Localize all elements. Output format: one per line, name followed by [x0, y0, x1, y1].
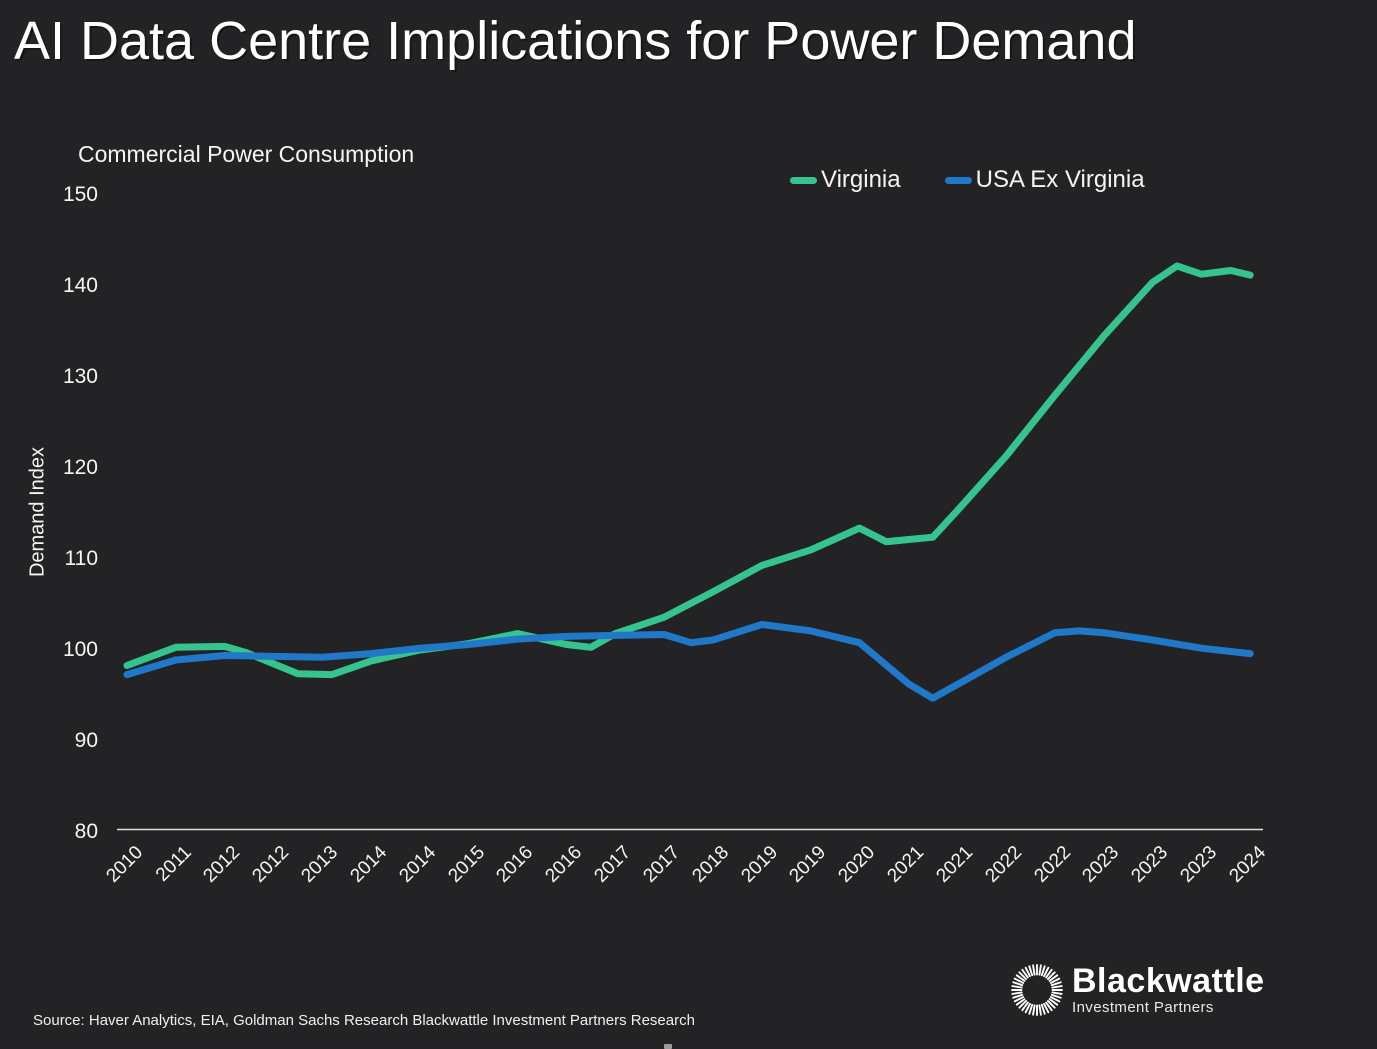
y-tick-label-100: 100	[62, 638, 98, 661]
blackwattle-logo: Blackwattle Investment Partners	[1010, 963, 1265, 1017]
usa-ex-virginia-line-swatch	[944, 176, 972, 184]
series-line-usa-ex-virginia	[123, 621, 1254, 702]
series-line-virginia	[123, 262, 1254, 679]
logo-brand-text: Blackwattle	[1072, 962, 1265, 1000]
virginia-line-swatch	[790, 176, 817, 184]
page-title: AI Data Centre Implications for Power De…	[14, 11, 1137, 71]
legend-item-usa-ex-virginia: USA Ex Virginia	[944, 166, 1145, 194]
y-tick-label-80: 80	[74, 820, 98, 843]
legend-label-usa-ex-virginia: USA Ex Virginia	[975, 166, 1145, 193]
chart-subtitle: Commercial Power Consumption	[78, 141, 415, 167]
blackwattle-burst-icon	[1011, 964, 1063, 1016]
legend-item-virginia: Virginia	[790, 166, 901, 194]
source-attribution: Source: Haver Analytics, EIA, Goldman Sa…	[33, 1012, 695, 1029]
y-tick-label-110: 110	[64, 547, 98, 570]
y-tick-label-120: 120	[62, 456, 98, 479]
y-tick-label-140: 140	[62, 274, 98, 297]
logo-tagline-text: Investment Partners	[1072, 999, 1214, 1016]
logo-text-block: Blackwattle Investment Partners	[1072, 963, 1265, 1016]
y-tick-label-90: 90	[74, 729, 98, 752]
artifact-dot	[664, 1044, 672, 1049]
y-tick-label-150: 150	[62, 183, 98, 206]
chart-legend: Virginia USA Ex Virginia	[790, 166, 1145, 194]
y-tick-label-130: 130	[62, 365, 98, 388]
legend-label-virginia: Virginia	[821, 166, 901, 193]
